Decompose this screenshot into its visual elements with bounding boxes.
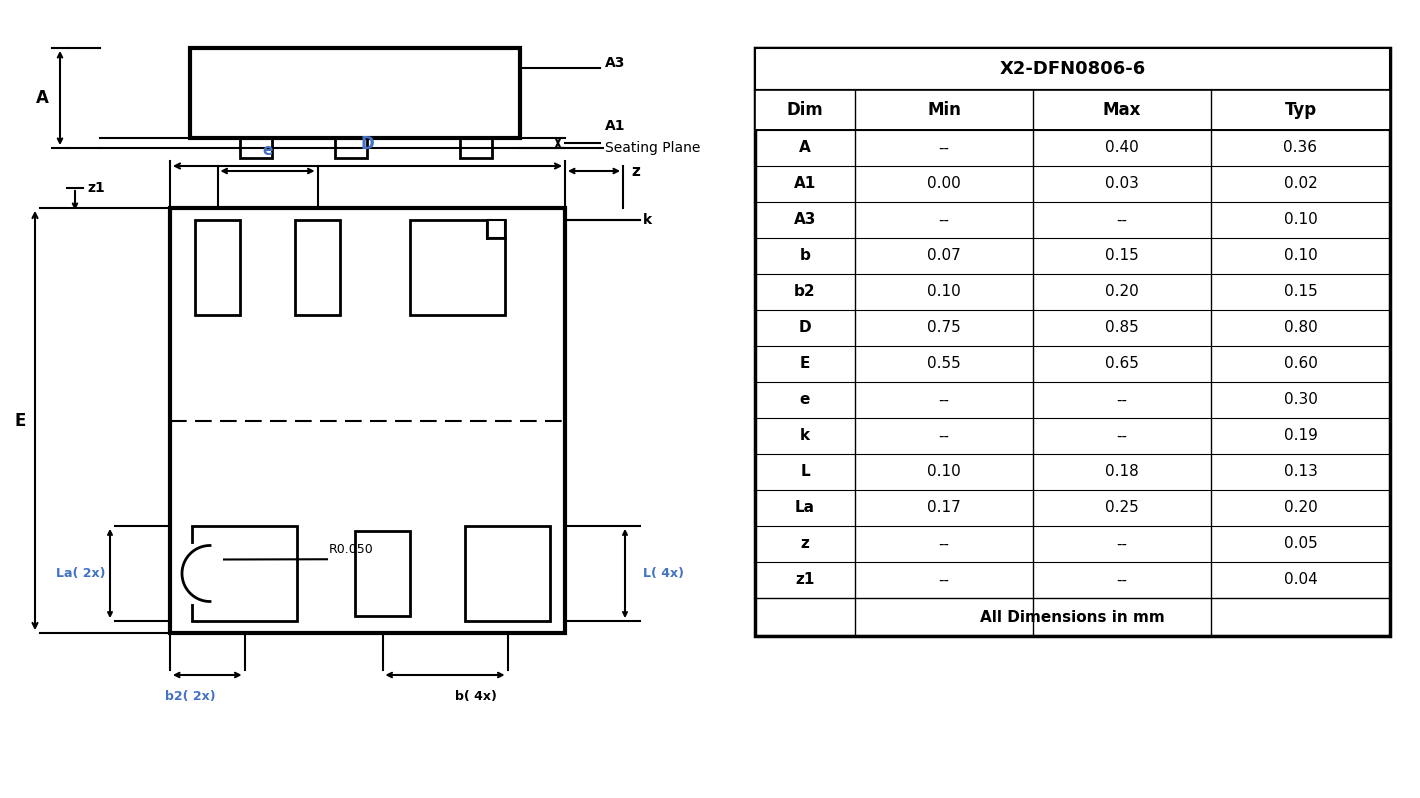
Bar: [190, 48, 520, 138]
Text: L( 4x): L( 4x): [643, 567, 684, 580]
Text: --: --: [1116, 393, 1127, 408]
Wedge shape: [182, 546, 210, 602]
Text: b2: b2: [794, 285, 816, 299]
Text: e: e: [263, 143, 273, 158]
Text: All Dimensions in mm: All Dimensions in mm: [980, 610, 1164, 625]
Text: 0.60: 0.60: [1284, 357, 1318, 372]
Text: D: D: [361, 135, 375, 153]
Bar: [487, 220, 506, 238]
Text: 0.80: 0.80: [1284, 321, 1318, 335]
Bar: [295, 220, 339, 315]
Text: 0.07: 0.07: [927, 248, 961, 263]
Text: Dim: Dim: [787, 101, 824, 119]
Text: A: A: [36, 89, 48, 107]
Text: 0.20: 0.20: [1105, 285, 1139, 299]
Text: Min: Min: [927, 101, 961, 119]
Text: 0.18: 0.18: [1105, 464, 1139, 480]
Text: L: L: [801, 464, 809, 480]
Bar: [460, 138, 491, 158]
Text: A: A: [799, 140, 811, 156]
Text: 0.00: 0.00: [927, 176, 961, 192]
Text: X2-DFN0806-6: X2-DFN0806-6: [1000, 60, 1146, 78]
Text: 0.17: 0.17: [927, 500, 961, 516]
Text: 0.05: 0.05: [1284, 536, 1318, 551]
Text: 0.13: 0.13: [1284, 464, 1318, 480]
Text: z1: z1: [87, 181, 105, 195]
Text: 0.10: 0.10: [1284, 212, 1318, 227]
Bar: [410, 220, 506, 315]
Text: b2( 2x): b2( 2x): [165, 690, 216, 703]
Bar: [355, 531, 410, 616]
Text: --: --: [939, 536, 950, 551]
Text: --: --: [1116, 572, 1127, 587]
Text: --: --: [1116, 536, 1127, 551]
Text: b: b: [799, 248, 811, 263]
Text: 0.10: 0.10: [1284, 248, 1318, 263]
Text: R0.050: R0.050: [329, 543, 373, 556]
Text: 0.10: 0.10: [927, 285, 961, 299]
Text: 0.25: 0.25: [1105, 500, 1139, 516]
Text: --: --: [1116, 212, 1127, 227]
Text: k: k: [799, 429, 809, 444]
Text: --: --: [1116, 429, 1127, 444]
Text: Seating Plane: Seating Plane: [605, 141, 700, 155]
Text: 0.36: 0.36: [1284, 140, 1318, 156]
Bar: [170, 208, 565, 633]
Bar: [755, 90, 1390, 130]
Text: A3: A3: [794, 212, 816, 227]
Text: Max: Max: [1103, 101, 1142, 119]
Text: 0.15: 0.15: [1105, 248, 1139, 263]
Text: E: E: [14, 412, 26, 429]
Text: --: --: [939, 429, 950, 444]
Text: D: D: [798, 321, 811, 335]
Text: 0.04: 0.04: [1284, 572, 1318, 587]
Text: 0.65: 0.65: [1105, 357, 1139, 372]
Text: A1: A1: [794, 176, 816, 192]
Bar: [755, 48, 1390, 90]
Text: z1: z1: [795, 572, 815, 587]
Text: A1: A1: [605, 119, 625, 133]
Text: La( 2x): La( 2x): [55, 567, 105, 580]
Text: 0.40: 0.40: [1105, 140, 1139, 156]
Text: E: E: [799, 357, 811, 372]
Text: 0.30: 0.30: [1284, 393, 1318, 408]
Text: 0.55: 0.55: [927, 357, 961, 372]
Bar: [755, 48, 1390, 636]
Text: 0.85: 0.85: [1105, 321, 1139, 335]
Text: --: --: [939, 393, 950, 408]
Text: z: z: [630, 164, 640, 179]
Text: 0.20: 0.20: [1284, 500, 1318, 516]
Text: 0.10: 0.10: [927, 464, 961, 480]
Bar: [464, 526, 550, 621]
Text: A3: A3: [605, 56, 625, 70]
Text: b( 4x): b( 4x): [454, 690, 497, 703]
Text: 0.03: 0.03: [1105, 176, 1139, 192]
Bar: [192, 526, 297, 621]
Bar: [240, 138, 273, 158]
Text: 0.02: 0.02: [1284, 176, 1318, 192]
Text: --: --: [939, 140, 950, 156]
Text: --: --: [939, 572, 950, 587]
Bar: [335, 138, 366, 158]
Text: 0.19: 0.19: [1284, 429, 1318, 444]
Text: 0.75: 0.75: [927, 321, 961, 335]
Bar: [195, 220, 240, 315]
Text: 0.15: 0.15: [1284, 285, 1318, 299]
Text: e: e: [799, 393, 811, 408]
Text: La: La: [795, 500, 815, 516]
Text: k: k: [643, 213, 652, 227]
Text: --: --: [939, 212, 950, 227]
Text: z: z: [801, 536, 809, 551]
Text: Typ: Typ: [1285, 101, 1316, 119]
